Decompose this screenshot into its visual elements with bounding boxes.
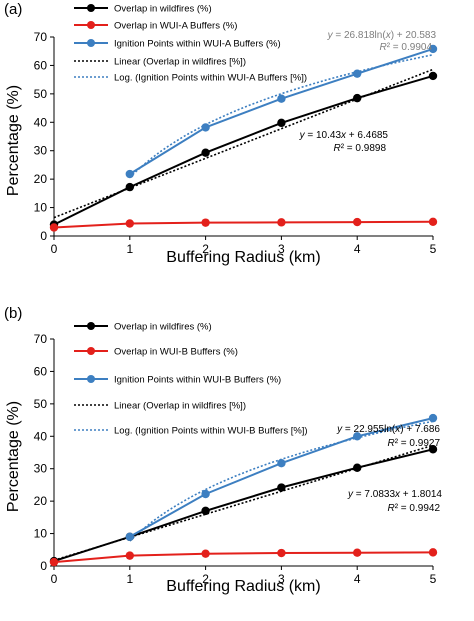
data-point (125, 219, 134, 228)
data-point (277, 118, 286, 128)
y-tick-label: 50 (34, 87, 48, 101)
x-tick-label: 1 (126, 242, 133, 256)
series-line-1 (53, 551, 434, 564)
x-tick-label: 3 (278, 242, 285, 256)
data-point (428, 217, 438, 226)
data-point (428, 413, 438, 423)
x-tick-label: 1 (126, 572, 133, 586)
trend-r-squared: R² = 0.9927 (387, 438, 440, 449)
trend-equation: y = 26.818ln(x) + 20.583 (327, 30, 437, 41)
y-tick-label: 60 (34, 364, 48, 378)
data-point (201, 506, 210, 516)
data-point (125, 532, 134, 542)
panel-label: (b) (4, 305, 22, 322)
data-point (353, 93, 362, 103)
data-point (277, 459, 286, 468)
trend-equation: y = 7.0833x + 1.8014 (347, 489, 442, 500)
y-tick-label: 30 (34, 144, 48, 158)
legend-marker (87, 375, 95, 383)
panel-label: (a) (4, 1, 22, 18)
trend-equation: y = 22.955ln(x) + 7.686 (336, 424, 440, 435)
y-tick-label: 40 (34, 429, 48, 443)
x-tick-label: 4 (354, 242, 361, 256)
y-tick-label: 30 (34, 462, 48, 476)
legend-entry: Log. (Ignition Points within WUI-A Buffe… (114, 73, 307, 84)
data-point (201, 148, 210, 157)
legend-marker (87, 21, 95, 29)
data-point (125, 551, 134, 560)
data-point (125, 169, 134, 179)
trend-r-squared: R² = 0.9942 (387, 503, 440, 514)
data-point (428, 44, 438, 54)
legend-entry: Overlap in wildfires (%) (114, 4, 212, 15)
data-point (201, 123, 210, 132)
data-point (353, 432, 362, 441)
chart-panel-0: (a) 0 10 20 30 40 50 60 70 0 1 2 3 4 5 Buffering Radius… (4, 1, 438, 266)
data-point (49, 557, 59, 567)
y-tick-label: 0 (40, 559, 47, 573)
legend-entry: Overlap in WUI-B Buffers (%) (114, 347, 238, 358)
x-tick-label: 5 (430, 242, 437, 256)
legend-entry: Linear (Overlap in wildfires [%]) (114, 57, 246, 68)
x-tick-label: 0 (51, 242, 58, 256)
y-tick-label: 20 (34, 172, 48, 186)
data-point (353, 463, 362, 472)
y-tick-label: 60 (34, 58, 48, 72)
legend-marker (87, 39, 95, 47)
y-tick-label: 20 (34, 494, 48, 508)
data-point (201, 549, 210, 558)
x-tick-label: 3 (278, 572, 285, 586)
x-tick-label: 4 (354, 572, 361, 586)
data-point (125, 182, 134, 192)
data-point (428, 548, 438, 557)
y-axis-title: Percentage (%) (5, 401, 22, 512)
legend-entry: Ignition Points within WUI-A Buffers (%) (114, 39, 281, 50)
data-point (201, 218, 210, 227)
legend-entry: Linear (Overlap in wildfires [%]) (114, 401, 246, 412)
data-point (428, 445, 438, 454)
data-point (277, 94, 286, 103)
trend-r-squared: R² = 0.9904 (379, 42, 432, 53)
data-point (277, 483, 286, 492)
y-tick-label: 50 (34, 397, 48, 411)
x-axis-title: Buffering Radius (km) (166, 249, 320, 266)
legend-marker (87, 4, 95, 12)
y-axis-title: Percentage (%) (5, 85, 22, 196)
data-point (277, 548, 286, 558)
x-tick-label: 5 (430, 572, 437, 586)
data-point (201, 489, 210, 499)
legend-entry: Ignition Points within WUI-B Buffers (%) (114, 375, 281, 386)
x-tick-label: 2 (202, 242, 209, 256)
y-tick-label: 70 (34, 332, 48, 346)
chart-panel-1: (b) 0 10 20 30 40 50 60 70 0 1 2 3 4 5 Buffering Radius… (4, 305, 442, 595)
y-tick-label: 70 (34, 30, 48, 44)
x-tick-label: 0 (51, 572, 58, 586)
y-tick-label: 40 (34, 115, 48, 129)
legend-entry: Overlap in WUI-A Buffers (%) (114, 21, 237, 32)
legend-marker (87, 347, 95, 355)
x-axis-title: Buffering Radius (km) (166, 578, 320, 595)
series-line-2 (129, 47, 434, 175)
trend-r-squared: R² = 0.9898 (333, 143, 386, 154)
series-line-1 (53, 220, 434, 229)
data-point (353, 69, 362, 78)
data-point (353, 548, 362, 557)
data-point (428, 71, 438, 81)
trend-equation: y = 10.43x + 6.4685 (299, 130, 389, 141)
x-tick-label: 2 (202, 572, 209, 586)
legend-entry: Overlap in wildfires (%) (114, 322, 212, 333)
y-tick-label: 10 (34, 527, 48, 541)
data-point (353, 217, 362, 227)
data-point (277, 218, 286, 227)
y-tick-label: 0 (40, 229, 47, 243)
legend-marker (87, 322, 95, 330)
series-line-0 (53, 74, 434, 226)
legend-entry: Log. (Ignition Points within WUI-B Buffe… (114, 426, 308, 437)
y-tick-label: 10 (34, 201, 48, 215)
series-line-0 (53, 448, 434, 563)
data-point (49, 223, 59, 232)
